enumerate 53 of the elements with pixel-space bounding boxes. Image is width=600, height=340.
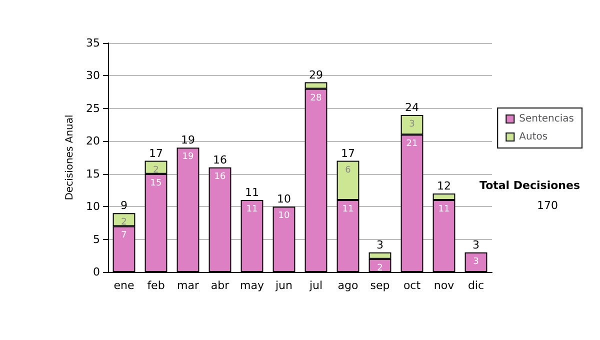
data-label: 2 <box>153 165 159 176</box>
data-label: 6 <box>345 165 352 176</box>
data-label: 19 <box>182 152 194 162</box>
total-label: 29 <box>309 68 323 82</box>
total-label: 3 <box>472 238 480 252</box>
data-label: 2 <box>377 263 383 274</box>
x-tick-label: jun <box>274 279 293 292</box>
x-tick-label: sep <box>370 279 390 292</box>
data-label: 11 <box>438 204 450 215</box>
data-label: 28 <box>310 93 322 104</box>
total-label: 24 <box>405 100 419 114</box>
total-label: 19 <box>181 134 195 147</box>
y-tick-label: 25 <box>86 102 100 115</box>
legend-label: Autos <box>519 132 548 142</box>
data-label: 15 <box>150 178 162 188</box>
legend-label: Sentencias <box>519 114 574 124</box>
data-label: 21 <box>406 139 418 150</box>
total-label: 11 <box>245 186 259 200</box>
text: 170 <box>537 199 558 212</box>
data-label: 11 <box>342 204 354 215</box>
x-tick-label: may <box>240 279 264 292</box>
x-tick-label: jul <box>308 279 323 292</box>
y-tick-label: 35 <box>86 36 100 50</box>
x-tick-label: nov <box>434 279 455 292</box>
total-label: 12 <box>437 179 451 192</box>
y-tick-label: 30 <box>86 69 100 82</box>
data-label: 10 <box>278 211 290 222</box>
y-tick-label: 0 <box>93 266 100 278</box>
data-label: 3 <box>409 119 415 130</box>
y-tick-label: 5 <box>93 232 100 246</box>
x-tick-label: ago <box>338 279 358 292</box>
x-tick-label: oct <box>403 279 422 292</box>
x-tick-label: feb <box>147 279 165 292</box>
y-tick-label: 20 <box>86 134 100 148</box>
y-axis-title: Decisiones Anual <box>64 114 76 200</box>
total-label: 17 <box>341 146 355 160</box>
data-label: 16 <box>214 172 226 182</box>
y-tick-label: 10 <box>86 200 100 214</box>
total-label: 16 <box>213 153 227 166</box>
total-label: 3 <box>376 238 384 252</box>
data-label: 11 <box>246 204 258 215</box>
annotation: Total Decisiones <box>480 179 580 192</box>
x-tick-label: abr <box>210 279 230 292</box>
x-tick-label: mar <box>177 279 200 292</box>
y-tick-label: 15 <box>86 167 100 180</box>
data-label: 2 <box>121 218 127 228</box>
x-tick-label: dic <box>468 279 484 292</box>
total-label: 9 <box>120 199 128 212</box>
total-label: 17 <box>149 146 163 160</box>
total-label: 10 <box>277 192 291 206</box>
data-label: 3 <box>473 256 479 267</box>
x-tick-label: ene <box>114 279 134 292</box>
data-label: 7 <box>121 230 127 241</box>
